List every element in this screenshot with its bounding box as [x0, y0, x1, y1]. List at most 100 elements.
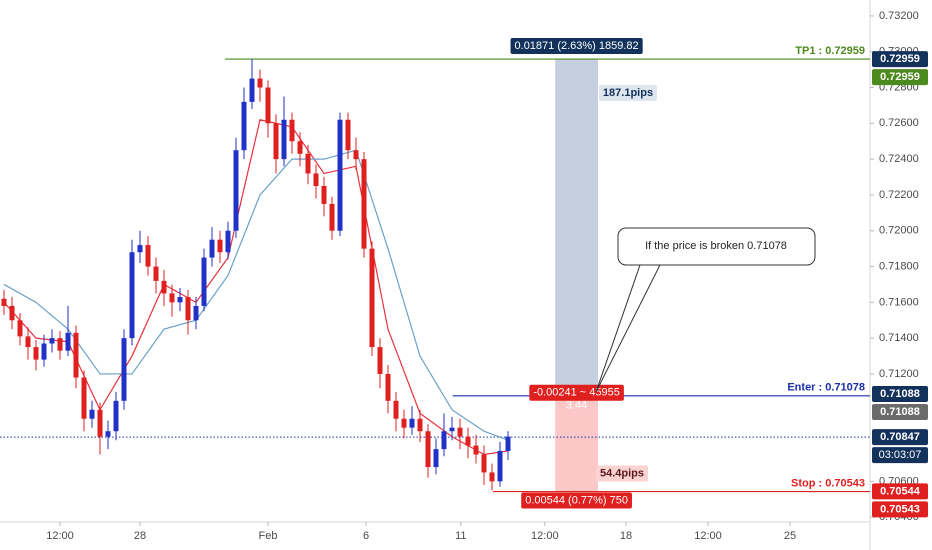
candle-body: [185, 296, 191, 321]
callout-text: If the price is broken 0.71078: [645, 240, 787, 252]
price-label: 0.71088: [880, 388, 920, 400]
price-label-bg: [872, 483, 928, 500]
candle-body: [425, 431, 431, 468]
candle-body: [201, 257, 207, 306]
callout-box: [617, 227, 816, 266]
candle-body: [321, 185, 327, 204]
stop-zone: [555, 395, 598, 492]
candle-body: [393, 400, 399, 419]
candle-body: [489, 472, 495, 482]
candle-body: [73, 332, 79, 378]
target-pips-bg: [598, 84, 658, 101]
candle-body: [81, 377, 87, 419]
price-label: 0.70847: [880, 431, 920, 443]
candle-body: [41, 343, 47, 360]
price-label-bg: [872, 386, 928, 403]
candle-body: [225, 230, 231, 253]
y-tick-label: 0.71800: [879, 260, 919, 272]
x-tick-label: 25: [784, 530, 796, 542]
price-label: 0.70544: [880, 485, 921, 497]
entry-qty: 3.44: [566, 400, 587, 412]
candle-body: [217, 239, 223, 253]
candle-body: [9, 305, 15, 321]
price-label-bg: [872, 69, 928, 86]
candle-body: [473, 445, 479, 455]
candle-body: [497, 450, 503, 482]
candle-body: [137, 245, 143, 253]
candle-body: [465, 436, 471, 446]
candle-body: [49, 338, 55, 344]
candle-body: [361, 159, 367, 249]
candle-body: [297, 141, 303, 154]
candle-body: [289, 119, 295, 142]
candle-body: [385, 373, 391, 401]
candle-body: [505, 436, 511, 451]
candle-body: [369, 248, 375, 348]
y-tick-label: 0.72600: [879, 117, 919, 129]
candle-body: [313, 173, 319, 186]
candle-body: [57, 338, 63, 351]
y-tick-label: 0.72400: [879, 153, 919, 165]
candle-body: [65, 332, 71, 351]
price-label-bg: [872, 51, 928, 68]
price-label-bg: [872, 501, 928, 518]
candle-body: [97, 409, 103, 437]
candle-body: [409, 418, 415, 428]
candle-body: [329, 203, 335, 231]
y-tick-label: 0.72200: [879, 189, 919, 201]
level-label: Stop : 0.70543: [791, 477, 865, 489]
x-tick-label: 28: [134, 530, 146, 542]
price-label-bg: [872, 429, 928, 446]
x-tick-label: 18: [620, 530, 632, 542]
stop-pips: 54.4pips: [600, 467, 644, 479]
level-label: Enter : 0.71078: [787, 382, 865, 394]
price-label: 0.71088: [880, 406, 920, 418]
candle-body: [377, 347, 383, 374]
stop-pips-bg: [595, 465, 649, 482]
candle-body: [1, 298, 7, 306]
candle-body: [17, 320, 23, 337]
candle-body: [209, 239, 215, 258]
y-tick-label: 0.71200: [879, 368, 919, 380]
candle-body: [121, 338, 127, 401]
candle-body: [89, 409, 95, 419]
candle-body: [33, 347, 39, 360]
y-tick-label: 0.71600: [879, 296, 919, 308]
candle-body: [417, 418, 423, 432]
x-tick-label: 12:00: [531, 530, 559, 542]
candle-body: [257, 78, 263, 88]
candle-body: [193, 305, 199, 321]
x-tick-label: 6: [363, 530, 369, 542]
candle-body: [401, 418, 407, 428]
moving-average: [3, 149, 509, 441]
candle-body: [305, 153, 311, 174]
candle-body: [129, 252, 135, 339]
candle-body: [113, 400, 119, 432]
candle-body: [353, 150, 359, 160]
candle-body: [249, 78, 255, 102]
level-label: TP1 : 0.72959: [795, 45, 865, 57]
candle-body: [481, 454, 487, 473]
price-label: 0.72959: [880, 71, 920, 83]
x-tick-label: Feb: [259, 530, 278, 542]
target-zone: [555, 59, 598, 396]
candle-body: [161, 280, 167, 294]
candle-body: [337, 119, 343, 231]
price-label: 0.70543: [880, 503, 920, 515]
entry-label: -0.00241 ~ 45955: [533, 387, 620, 399]
candle-body: [433, 449, 439, 468]
countdown: 03:03:07: [879, 449, 922, 461]
candle-body: [241, 101, 247, 151]
stop-label: 0.00544 (0.77%) 750: [525, 494, 628, 506]
candle-body: [145, 245, 151, 267]
target-pips: 187.1pips: [603, 87, 653, 99]
entry-label-bg: [529, 384, 624, 401]
candle-body: [273, 123, 279, 160]
x-tick-label: 12:00: [46, 530, 74, 542]
candle-body: [441, 431, 447, 450]
candle-body: [457, 427, 463, 437]
target-label: 0.01871 (2.63%) 1859.82: [515, 40, 639, 52]
target-label-bg: [510, 37, 643, 54]
